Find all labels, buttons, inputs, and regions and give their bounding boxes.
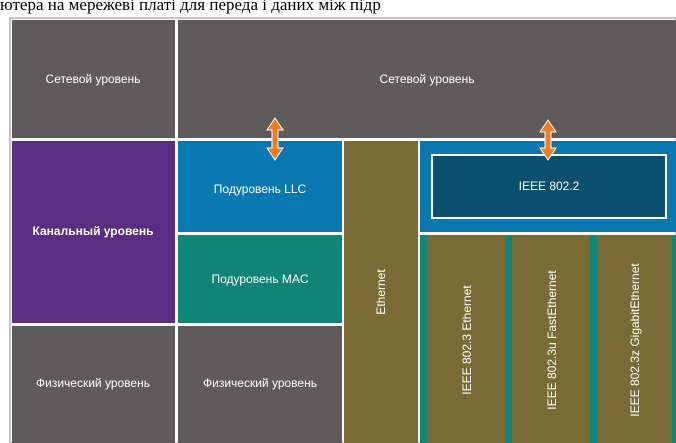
standard-cell (512, 235, 590, 443)
network-left: Сетевой уровень (46, 72, 141, 86)
standard: IEEE 802.3u FastEthernet (545, 270, 559, 410)
physical-mid: Физический уровень (203, 376, 317, 390)
caption: ютера на мережеві платі для переда і дан… (0, 0, 381, 14)
llc: Подуровень LLC (214, 182, 307, 196)
arrow (266, 117, 557, 161)
ieee8022: IEEE 802.2 (519, 179, 580, 193)
mac-cell (178, 235, 342, 323)
standard-cell (427, 235, 505, 443)
standard: IEEE 802.3 Ethernet (460, 285, 474, 395)
network-left-cell (12, 20, 175, 138)
physical-left-cell (12, 326, 175, 443)
ethernet: Ethernet (374, 269, 388, 315)
ethernet-cell (344, 141, 418, 443)
standard-cell (597, 235, 672, 443)
network-right-cell (178, 20, 676, 138)
datalink-cell (12, 141, 175, 323)
physical-mid-cell (178, 326, 342, 443)
datalink: Канальный уровень (33, 224, 154, 238)
standard: IEEE 802.3z GigabitEthernet (628, 263, 642, 417)
llc-cell (178, 141, 342, 232)
mac: Подуровень MAC (211, 272, 308, 286)
network-right: Сетевой уровень (380, 72, 475, 86)
physical-left: Физический уровень (36, 376, 150, 390)
ieee8022-box (431, 154, 667, 219)
